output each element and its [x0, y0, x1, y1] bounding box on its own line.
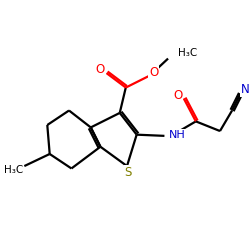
Text: O: O: [96, 63, 105, 76]
Text: N: N: [241, 84, 250, 96]
Text: O: O: [149, 66, 158, 79]
Text: H₃C: H₃C: [178, 48, 197, 58]
Text: O: O: [173, 89, 182, 102]
Text: H₃C: H₃C: [4, 165, 24, 175]
Text: S: S: [124, 166, 132, 178]
Text: NH: NH: [169, 130, 186, 140]
